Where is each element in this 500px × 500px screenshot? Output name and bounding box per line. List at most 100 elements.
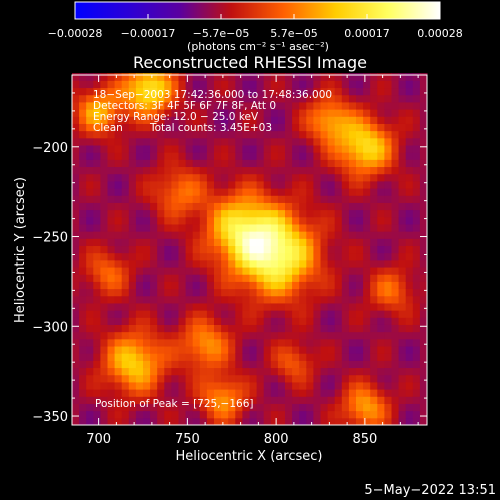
heatmap-cell xyxy=(277,331,286,340)
heatmap-cell xyxy=(199,145,208,153)
heatmap-cell xyxy=(86,101,94,110)
heatmap-cell xyxy=(121,295,130,304)
heatmap-cell xyxy=(79,324,87,333)
heatmap-cell xyxy=(235,116,243,124)
heatmap-cell xyxy=(114,274,123,282)
heatmap-cell xyxy=(313,159,321,168)
heatmap-cell xyxy=(150,417,158,426)
heatmap-cell xyxy=(143,87,151,96)
heatmap-cell xyxy=(398,188,407,196)
heatmap-cell xyxy=(150,80,158,89)
heatmap-cell xyxy=(79,346,87,354)
heatmap-cell xyxy=(79,360,87,369)
heatmap-cell xyxy=(121,137,130,146)
heatmap-cell xyxy=(150,338,158,347)
heatmap-cell xyxy=(412,152,421,160)
heatmap-cell xyxy=(79,389,87,397)
heatmap-cell xyxy=(299,245,307,254)
heatmap-cell xyxy=(107,109,116,117)
heatmap-cell xyxy=(270,166,279,175)
heatmap-cell xyxy=(221,410,229,419)
heatmap-cell xyxy=(228,223,236,232)
heatmap-cell xyxy=(363,223,371,232)
heatmap-cell xyxy=(327,159,336,168)
heatmap-cell xyxy=(270,94,279,103)
heatmap-cell xyxy=(185,245,194,254)
heatmap-cell xyxy=(320,324,329,333)
heatmap-cell xyxy=(93,188,101,196)
heatmap-cell xyxy=(157,231,165,239)
heatmap-cell xyxy=(93,231,101,239)
heatmap-cell xyxy=(419,310,428,318)
heatmap-cell xyxy=(292,338,300,347)
heatmap-cell xyxy=(277,360,286,369)
heatmap-cell xyxy=(192,367,201,376)
heatmap-cell xyxy=(313,381,321,390)
heatmap-cell xyxy=(114,403,123,412)
heatmap-cell xyxy=(256,310,265,318)
heatmap-cell xyxy=(199,389,208,397)
heatmap-cell xyxy=(143,252,151,261)
heatmap-cell xyxy=(377,288,385,297)
heatmap-cell xyxy=(143,281,151,290)
heatmap-cell xyxy=(348,223,357,232)
heatmap-cell xyxy=(114,195,123,203)
heatmap-cell xyxy=(334,281,343,290)
heatmap-cell xyxy=(214,123,222,132)
heatmap-cell xyxy=(86,216,94,225)
heatmap-cell xyxy=(192,259,201,268)
heatmap-cell xyxy=(313,360,321,369)
heatmap-cell xyxy=(79,338,87,347)
heatmap-cell xyxy=(235,288,243,297)
heatmap-cell xyxy=(178,101,187,110)
heatmap-cell xyxy=(285,410,293,419)
heatmap-cell xyxy=(391,73,400,81)
heatmap-cell xyxy=(86,188,94,196)
heatmap-cell xyxy=(356,281,364,290)
heatmap-cell xyxy=(363,338,371,347)
heatmap-cell xyxy=(249,338,258,347)
heatmap-cell xyxy=(192,374,201,383)
heatmap-cell xyxy=(157,123,165,132)
heatmap-cell xyxy=(242,231,250,239)
heatmap-cell xyxy=(384,259,392,268)
heatmap-cell xyxy=(121,417,130,426)
heatmap-cell xyxy=(292,209,300,218)
heatmap-cell xyxy=(242,381,250,390)
heatmap-cell xyxy=(306,137,314,146)
heatmap-cell xyxy=(327,274,336,282)
heatmap-cell xyxy=(285,80,293,89)
heatmap-cell xyxy=(320,374,329,383)
heatmap-cell xyxy=(299,116,307,124)
heatmap-cell xyxy=(185,410,194,419)
heatmap-cell xyxy=(93,87,101,96)
heatmap-cell xyxy=(412,410,421,419)
heatmap-cell xyxy=(398,274,407,282)
heatmap-cell xyxy=(93,195,101,203)
heatmap-cell xyxy=(171,101,179,110)
heatmap-cell xyxy=(221,231,229,239)
heatmap-cell xyxy=(128,216,137,225)
heatmap-cell xyxy=(72,346,80,354)
heatmap-cell xyxy=(256,295,265,304)
heatmap-cell xyxy=(242,267,250,275)
heatmap-cell xyxy=(185,338,194,347)
heatmap-cell xyxy=(348,116,357,124)
heatmap-cell xyxy=(199,288,208,297)
heatmap-cell xyxy=(242,223,250,232)
heatmap-cell xyxy=(199,417,208,426)
heatmap-cell xyxy=(292,317,300,325)
heatmap-cell xyxy=(164,267,172,275)
heatmap-cell xyxy=(178,130,187,139)
heatmap-cell xyxy=(221,145,229,153)
heatmap-cell xyxy=(299,281,307,290)
heatmap-cell xyxy=(341,94,350,103)
heatmap-cell xyxy=(135,252,144,261)
heatmap-cell xyxy=(79,238,87,247)
heatmap-cell xyxy=(199,73,208,81)
heatmap-cell xyxy=(221,238,229,247)
heatmap-cell xyxy=(150,152,158,160)
heatmap-cell xyxy=(107,123,116,132)
heatmap-cell xyxy=(263,137,272,146)
heatmap-cell xyxy=(341,346,350,354)
